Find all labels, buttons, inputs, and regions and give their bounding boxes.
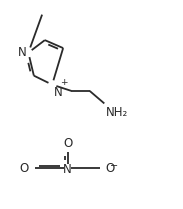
Text: N: N	[63, 163, 72, 176]
Text: N: N	[17, 46, 26, 59]
Text: O: O	[63, 137, 72, 150]
Text: O: O	[19, 162, 29, 175]
Text: N: N	[54, 86, 63, 99]
Text: O: O	[106, 162, 115, 175]
Text: +: +	[60, 78, 67, 88]
Text: −: −	[110, 161, 118, 171]
Text: NH₂: NH₂	[106, 106, 128, 119]
